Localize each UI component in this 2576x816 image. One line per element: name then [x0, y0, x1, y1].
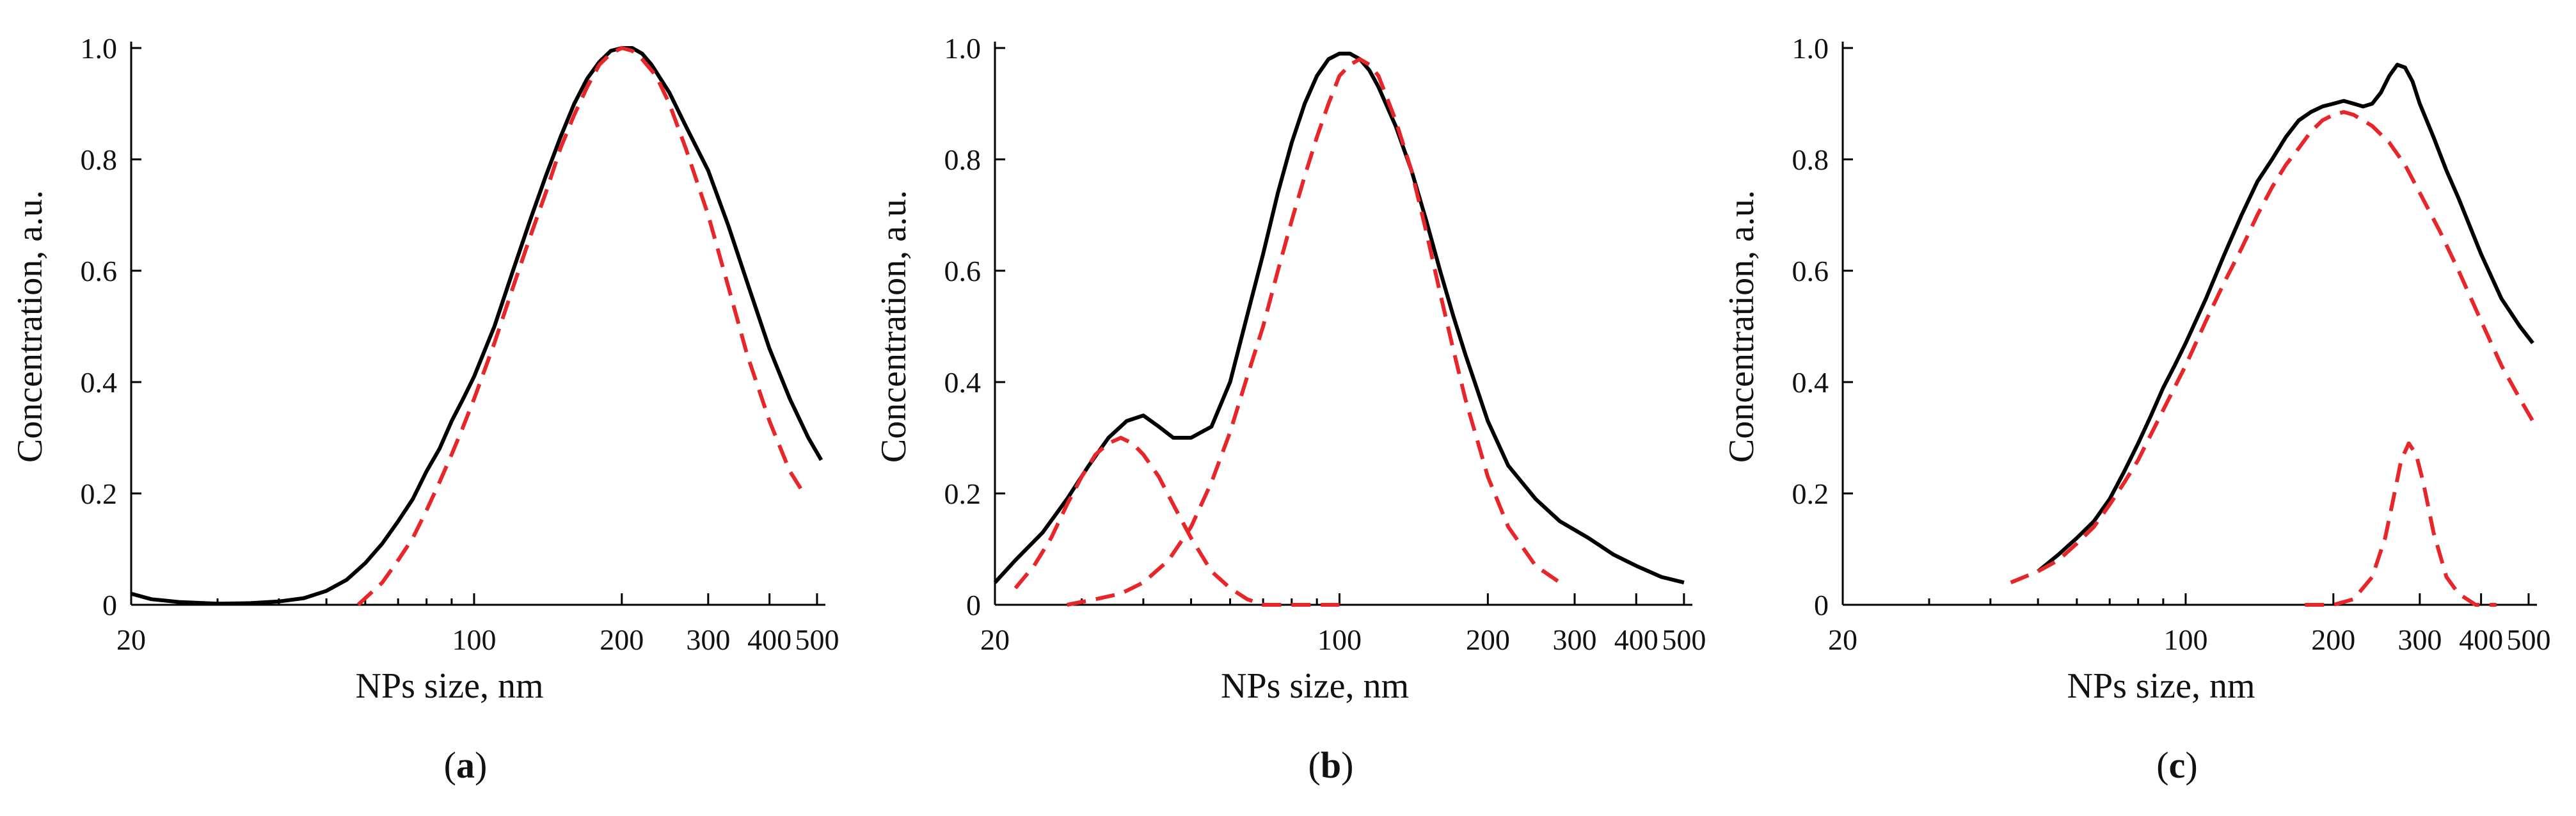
panel-c-caption: (c) [2156, 744, 2197, 786]
panel-b-caption-letter: b [1321, 744, 1341, 786]
panel-c-series-fit-peak-2 [2305, 441, 2497, 607]
panel-a-x-axis-label: NPs size, nm [356, 666, 544, 706]
panel-c-x-tick-label: 20 [1828, 623, 1857, 656]
panel-a-y-tick-label: 0.4 [81, 366, 118, 399]
panel-a-caption-letter: a [456, 744, 475, 786]
panel-a-x-tick-label: 500 [795, 623, 839, 656]
panel-c-y-axis-label: Concentration, a.u. [1722, 190, 1761, 463]
panel-c-y-tick-label: 0.6 [1792, 255, 1829, 287]
panel-c: 0 0.2 0.4 0.6 0.8 1.0 20 100 200 300 400 500 NPs siz… [1722, 32, 2550, 786]
panel-b-y-tick-label: 0.8 [944, 143, 982, 176]
panel-c-caption-open: ( [2156, 744, 2168, 786]
panel-c-series-measured [2037, 63, 2534, 573]
panel-b-series-fit-peak-1 [1014, 436, 1340, 607]
panel-b-x-tick-label: 100 [1317, 623, 1362, 656]
panel-c-x-tick-label: 100 [2163, 623, 2207, 656]
panel-a-y-tick-label: 0.8 [81, 143, 118, 176]
panel-b-caption-close: ) [1341, 744, 1353, 786]
panel-b-x-axis-label: NPs size, nm [1221, 666, 1409, 706]
panel-b-y-tick-label: 0.4 [944, 366, 982, 399]
panel-c-x-axis-label: NPs size, nm [2067, 666, 2255, 706]
panel-c-x-tick-label: 200 [2311, 623, 2355, 656]
panel-a-caption-close: ) [475, 744, 487, 786]
panel-b-y-tick-label: 1.0 [944, 32, 982, 65]
panel-b-x-tick-label: 400 [1614, 623, 1658, 656]
panel-b-x-tick-label: 500 [1662, 623, 1706, 656]
panel-a-series-measured [131, 46, 823, 606]
panel-a-series-fit [356, 46, 806, 607]
panel-b-y-tick-label: 0.2 [944, 477, 982, 510]
panel-a: 0 0.2 0.4 0.6 0.8 1.0 20 100 200 300 400 500 NPs siz… [10, 32, 839, 786]
panel-a-x-tick-label: 20 [116, 623, 146, 656]
panel-b-caption: (b) [1308, 744, 1354, 786]
panel-c-y-tick-label: 0 [1814, 589, 1829, 621]
panel-b-x-tick-label: 300 [1552, 623, 1596, 656]
panel-a-x-tick-label: 400 [747, 623, 791, 656]
panel-c-y-tick-label: 0.8 [1792, 143, 1829, 176]
panel-c-x-tick-label: 400 [2459, 623, 2503, 656]
panel-a-caption: (a) [444, 744, 488, 786]
panel-a-x-tick-label: 200 [600, 623, 644, 656]
panel-a-x-tick-label: 100 [452, 623, 496, 656]
panel-a-caption-open: ( [444, 744, 456, 786]
panel-a-y-axis-label: Concentration, a.u. [10, 190, 50, 463]
panel-c-y-tick-label: 1.0 [1792, 32, 1829, 65]
panel-a-y-tick-label: 0.6 [81, 255, 118, 287]
panel-a-y-tick-label: 0.2 [81, 477, 118, 510]
panel-b-y-axis-label: Concentration, a.u. [874, 190, 914, 463]
panel-a-y-tick-label: 0 [102, 589, 117, 621]
panel-c-y-tick-label: 0.4 [1792, 366, 1829, 399]
panel-a-y-tick-label: 1.0 [81, 32, 118, 65]
panel-c-caption-close: ) [2185, 744, 2197, 786]
panel-a-x-tick-label: 300 [686, 623, 730, 656]
panel-c-y-tick-label: 0.2 [1792, 477, 1829, 510]
panel-b-series-fit-peak-2 [1067, 57, 1561, 607]
panel-c-x-tick-label: 500 [2506, 623, 2550, 656]
panel-c-x-tick-label: 300 [2397, 623, 2442, 656]
panel-c-series-fit-peak-1 [2010, 110, 2535, 584]
panel-b-x-tick-label: 200 [1466, 623, 1510, 656]
panel-b-y-tick-label: 0 [966, 589, 981, 621]
panel-b-y-tick-label: 0.6 [944, 255, 982, 287]
panel-b: 0 0.2 0.4 0.6 0.8 1.0 20 100 200 300 400 500 NPs siz… [874, 32, 1706, 786]
panel-b-caption-open: ( [1308, 744, 1321, 786]
panel-b-series-measured [993, 51, 1685, 585]
panel-c-caption-letter: c [2169, 744, 2186, 786]
panel-b-x-tick-label: 20 [980, 623, 1010, 656]
